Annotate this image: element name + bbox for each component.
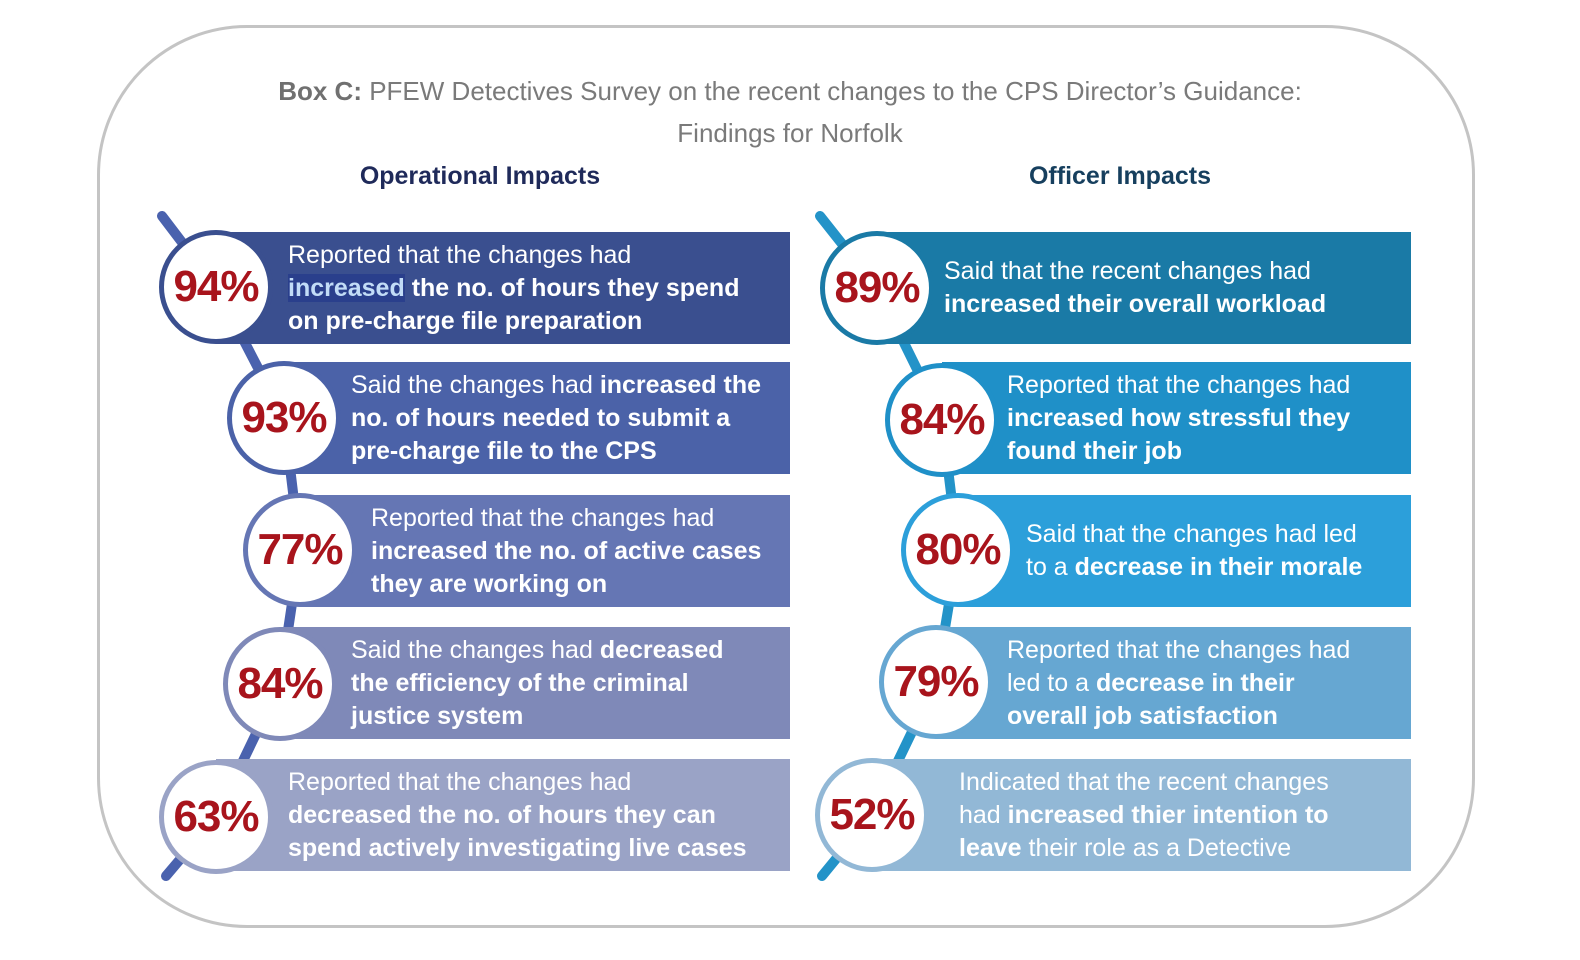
percent-circle: 84% (885, 363, 999, 477)
percent-value: 80% (915, 525, 1001, 574)
emphasis-text: increased how stressful they found their… (1007, 403, 1351, 465)
percent-circle: 77% (243, 493, 357, 607)
emphasis-text: increased thier intention to leave (959, 800, 1329, 862)
percent-value: 52% (829, 790, 915, 839)
officer-impact-bar: Said that the changes had led to a decre… (958, 495, 1411, 607)
operational-impact-bar: Said the changes had increased the no. o… (284, 362, 790, 474)
description-text: Reported that the changes had (288, 767, 632, 796)
description-text: Reported that the changes had (1007, 370, 1351, 399)
impact-description: Reported that the changes had increased … (288, 239, 739, 338)
operational-impact-bar: Reported that the changes had increased … (300, 495, 790, 607)
highlighted-text[interactable]: increased (288, 273, 405, 302)
emphasis-text: decrease in their overall job satisfacti… (1007, 668, 1295, 730)
officer-impact-bar: Said that the recent changes had increas… (877, 232, 1411, 344)
description-text: Said the changes had (351, 635, 600, 664)
emphasis-text: increased the no. of hours needed to sub… (351, 370, 761, 465)
description-text: Reported that the changes had led to a (1007, 635, 1351, 697)
percent-value: 94% (173, 262, 259, 311)
description-text: Said that the recent changes had (944, 257, 1311, 285)
percent-value: 84% (899, 395, 985, 444)
operational-impact-bar: Reported that the changes had decreased … (216, 759, 790, 871)
operational-impact-bar: Said the changes had decreased the effic… (280, 627, 790, 739)
officer-impacts-heading: Officer Impacts (1028, 162, 1211, 190)
description-text: Said the changes had (351, 370, 600, 399)
percent-value: 77% (257, 525, 343, 574)
percent-circle: 79% (879, 625, 993, 739)
operational-impact-bar: Reported that the changes had increased … (216, 232, 790, 344)
impact-description: Reported that the changes had increased … (1007, 369, 1350, 468)
impact-description: Said that the changes had led to a decre… (1026, 518, 1362, 584)
percent-value: 89% (834, 263, 920, 312)
percent-circle: 94% (159, 230, 273, 344)
impact-description: Said the changes had decreased the effic… (351, 634, 724, 733)
description-text: their role as a Detective (1021, 833, 1292, 862)
percent-circle: 52% (815, 758, 929, 872)
impact-description: Reported that the changes had led to a d… (1007, 634, 1350, 733)
impact-description: Said the changes had increased the no. o… (351, 369, 761, 468)
box-label: Box C: (278, 76, 362, 106)
description-text: Indicated that the recent changes had (959, 767, 1329, 829)
officer-impact-bar: Indicated that the recent changes had in… (872, 759, 1411, 871)
percent-value: 79% (893, 657, 979, 706)
percent-value: 63% (173, 792, 259, 841)
description-text: Reported that the changes had (288, 240, 632, 269)
emphasis-text: increased the no. of active cases they a… (371, 536, 762, 598)
box-subtitle: Findings for Norfolk (677, 118, 903, 148)
emphasis-text: increased their overall workload (944, 290, 1327, 318)
description-text: Reported that the changes had (371, 503, 715, 532)
percent-circle: 93% (227, 361, 341, 475)
percent-value: 84% (237, 659, 323, 708)
description-text: Said that the changes had led to a (1026, 520, 1357, 581)
impact-description: Indicated that the recent changes had in… (959, 766, 1329, 865)
emphasis-text: decreased the efficiency of the criminal… (351, 635, 724, 730)
officer-impact-bar: Reported that the changes had increased … (942, 362, 1411, 474)
percent-value: 93% (241, 393, 327, 442)
impact-description: Said that the recent changes had increas… (944, 255, 1326, 321)
box-title: Box C: PFEW Detectives Survey on the rec… (0, 70, 1580, 112)
percent-circle: 80% (901, 493, 1015, 607)
impact-description: Reported that the changes had decreased … (288, 766, 747, 865)
emphasis-text: decreased the no. of hours they can spen… (288, 800, 747, 862)
emphasis-text: the no. of hours they spend on pre-charg… (288, 273, 740, 335)
percent-circle: 89% (820, 231, 934, 345)
percent-circle: 63% (159, 760, 273, 874)
box-frame (97, 25, 1475, 928)
box-title-text: PFEW Detectives Survey on the recent cha… (361, 76, 1302, 106)
emphasis-text: decrease in their morale (1074, 553, 1363, 581)
impact-description: Reported that the changes had increased … (371, 502, 761, 601)
operational-impacts-heading: Operational Impacts (359, 162, 601, 190)
officer-impact-bar: Reported that the changes had led to a d… (936, 627, 1411, 739)
percent-circle: 84% (223, 627, 337, 741)
